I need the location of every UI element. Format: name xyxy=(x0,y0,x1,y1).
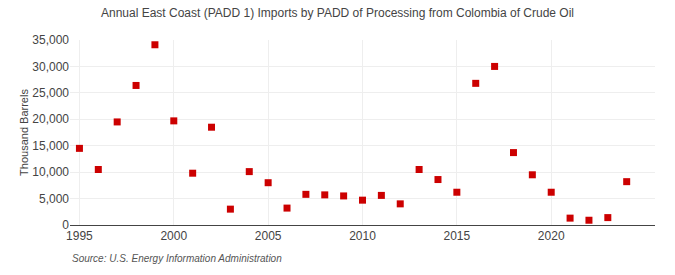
svg-text:2000: 2000 xyxy=(160,229,187,243)
svg-text:10,000: 10,000 xyxy=(32,165,69,179)
svg-text:5,000: 5,000 xyxy=(39,192,69,206)
svg-text:15,000: 15,000 xyxy=(32,139,69,153)
svg-text:0: 0 xyxy=(62,218,69,232)
svg-text:30,000: 30,000 xyxy=(32,60,69,74)
svg-text:2005: 2005 xyxy=(255,229,282,243)
svg-text:Thousand Barrels: Thousand Barrels xyxy=(18,89,30,176)
svg-text:25,000: 25,000 xyxy=(32,86,69,100)
svg-text:20,000: 20,000 xyxy=(32,112,69,126)
svg-text:35,000: 35,000 xyxy=(32,33,69,47)
svg-text:Source: U.S. Energy Informatio: Source: U.S. Energy Information Administ… xyxy=(72,253,282,264)
svg-text:Annual East Coast (PADD 1) Imp: Annual East Coast (PADD 1) Imports by PA… xyxy=(101,6,574,20)
svg-text:2020: 2020 xyxy=(538,229,565,243)
svg-text:2010: 2010 xyxy=(349,229,376,243)
svg-text:1995: 1995 xyxy=(66,229,93,243)
svg-text:2015: 2015 xyxy=(443,229,470,243)
